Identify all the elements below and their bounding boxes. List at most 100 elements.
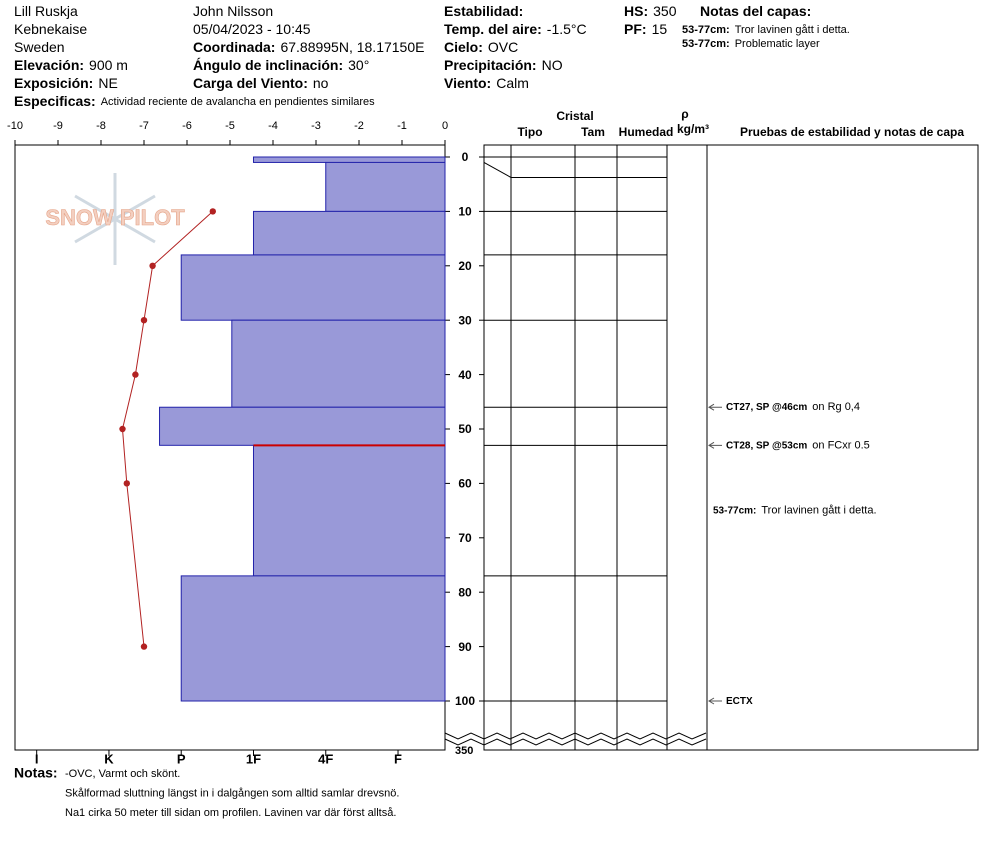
field-value: Calm bbox=[496, 75, 529, 91]
hardness-tick-label: F bbox=[394, 751, 402, 766]
header-field: Ángulo de inclinación: 30° bbox=[193, 57, 369, 73]
y-tick-label: 90 bbox=[458, 640, 472, 654]
hardness-bar bbox=[252, 210, 446, 256]
header-field: HS: 350 bbox=[624, 3, 677, 19]
y-tick-label: 10 bbox=[458, 205, 472, 219]
test-arrow bbox=[708, 403, 722, 411]
field-label: 53-77cm: bbox=[682, 24, 730, 36]
hardness-bar bbox=[252, 156, 446, 163]
field-value: OVC bbox=[488, 39, 518, 55]
hardness-tick-label: 4F bbox=[318, 751, 333, 766]
header-field: PF: 15 bbox=[624, 21, 667, 37]
field-value: Problematic layer bbox=[735, 38, 820, 50]
temperature-point bbox=[140, 317, 148, 324]
header-field: 05/04/2023 - 10:45 bbox=[193, 21, 311, 37]
note-line: Na1 cirka 50 meter till sidan om profile… bbox=[65, 807, 396, 819]
x-tick-label: -3 bbox=[311, 120, 321, 132]
field-value: -1.5°C bbox=[547, 21, 587, 37]
hardness-tick-label: 1F bbox=[246, 751, 261, 766]
field-value: 350 bbox=[653, 3, 677, 19]
note-line: Skålformad sluttning längst in i dalgång… bbox=[65, 787, 399, 799]
field-label: Exposición: bbox=[14, 75, 93, 91]
y-tick-label: 20 bbox=[458, 259, 472, 273]
test-text: on Rg 0,4 bbox=[812, 401, 860, 413]
header-field: Lill Ruskja bbox=[14, 3, 78, 19]
note-line: -OVC, Varmt och skönt. bbox=[65, 768, 180, 780]
header-field: John Nilsson bbox=[193, 3, 273, 19]
depth-break-label: 350 bbox=[455, 745, 473, 757]
test-label: CT27, SP @46cm bbox=[726, 402, 807, 413]
field-label: Estabilidad: bbox=[444, 3, 523, 19]
header-field: Coordinada: 67.88995N, 18.17150E bbox=[193, 39, 424, 55]
field-label: Coordinada: bbox=[193, 39, 275, 55]
y-tick-label: 60 bbox=[458, 477, 472, 491]
field-value: Actividad reciente de avalancha en pendi… bbox=[101, 96, 375, 108]
test-label: ECTX bbox=[726, 696, 753, 707]
watermark-flake bbox=[74, 173, 156, 265]
header-field: Exposición: NE bbox=[14, 75, 118, 91]
y-tick-label: 0 bbox=[462, 150, 469, 164]
x-tick-label: -2 bbox=[354, 120, 364, 132]
test-note: ECTX bbox=[726, 696, 753, 707]
x-tick-label: 0 bbox=[442, 120, 448, 132]
hardness-bar bbox=[159, 406, 446, 446]
header-field: Viento: Calm bbox=[444, 75, 529, 91]
header-field: Kebnekaise bbox=[14, 21, 87, 37]
header-field: 53-77cm: Tror lavinen gått i detta. bbox=[682, 24, 850, 36]
field-label: Precipitación: bbox=[444, 57, 537, 73]
header-field: 53-77cm: Problematic layer bbox=[682, 38, 820, 50]
hardness-bar bbox=[231, 319, 446, 408]
header-field: Estabilidad: bbox=[444, 3, 523, 19]
temperature-point bbox=[119, 425, 126, 433]
field-label: Viento: bbox=[444, 75, 491, 91]
y-tick-label: 70 bbox=[458, 531, 472, 545]
temperature-point bbox=[209, 208, 216, 215]
col-head: Cristal bbox=[556, 109, 593, 123]
hardness-tick-label: K bbox=[104, 751, 114, 766]
layer-connector bbox=[483, 156, 667, 178]
header-field: Cielo: OVC bbox=[444, 39, 518, 55]
x-tick-label: -4 bbox=[268, 120, 278, 132]
x-tick-label: -7 bbox=[139, 120, 149, 132]
table-frame bbox=[483, 144, 979, 751]
test-note: 53-77cm: Tror lavinen gått i detta. bbox=[713, 505, 877, 517]
temperature-point bbox=[123, 480, 130, 487]
col-head: Pruebas de estabilidad y notas de capa bbox=[740, 125, 964, 139]
field-label: Cielo: bbox=[444, 39, 483, 55]
temperature-point bbox=[140, 643, 148, 650]
field-label: Notas del capas: bbox=[700, 3, 811, 19]
field-value: John Nilsson bbox=[193, 3, 273, 19]
hardness-bar bbox=[180, 254, 446, 321]
x-tick-label: -1 bbox=[397, 120, 407, 132]
field-value: 67.88995N, 18.17150E bbox=[280, 39, 424, 55]
watermark: SNOW PILOT bbox=[45, 205, 185, 230]
field-value: Lill Ruskja bbox=[14, 3, 78, 19]
header-field: Temp. del aire: -1.5°C bbox=[444, 21, 587, 37]
header-field: Carga del Viento: no bbox=[193, 75, 329, 91]
field-label: Especificas: bbox=[14, 93, 96, 109]
field-value: Kebnekaise bbox=[14, 21, 87, 37]
field-label: PF: bbox=[624, 21, 647, 37]
field-value: 30° bbox=[348, 57, 369, 73]
field-label: Ángulo de inclinación: bbox=[193, 57, 343, 73]
field-value: 05/04/2023 - 10:45 bbox=[193, 21, 311, 37]
y-tick-label: 80 bbox=[458, 585, 472, 599]
test-arrow bbox=[708, 441, 722, 449]
x-tick-label: -8 bbox=[96, 120, 106, 132]
col-head: ρ bbox=[681, 107, 688, 121]
y-tick-label: 30 bbox=[458, 313, 472, 327]
hardness-bar bbox=[252, 444, 446, 577]
x-tick-label: -9 bbox=[53, 120, 63, 132]
hardness-tick-label: P bbox=[177, 751, 186, 766]
x-tick-label: -10 bbox=[7, 120, 23, 132]
hardness-bar bbox=[180, 575, 446, 702]
field-label: 53-77cm: bbox=[682, 38, 730, 50]
temperature-point bbox=[149, 262, 156, 269]
notes-label: Notas: bbox=[14, 765, 58, 781]
field-value: Tror lavinen gått i detta. bbox=[735, 24, 850, 36]
test-text: Tror lavinen gått i detta. bbox=[761, 505, 876, 517]
field-label: Temp. del aire: bbox=[444, 21, 542, 37]
field-value: NO bbox=[542, 57, 563, 73]
header-field: Sweden bbox=[14, 39, 65, 55]
